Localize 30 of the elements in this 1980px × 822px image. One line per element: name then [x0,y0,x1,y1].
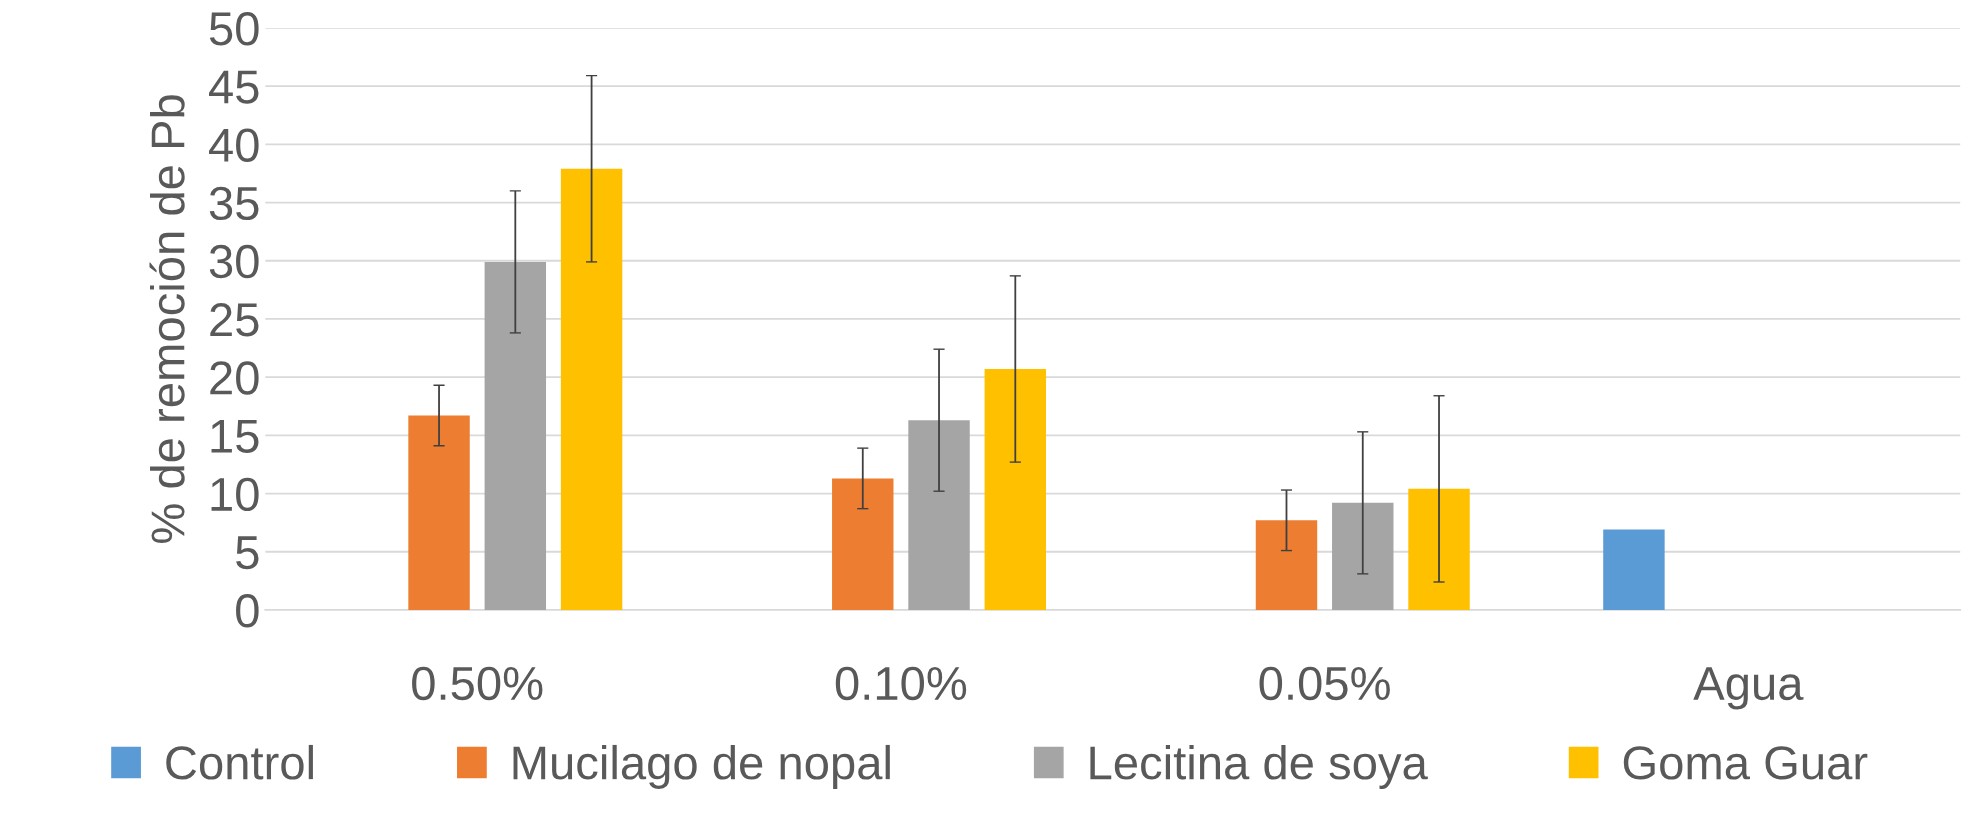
x-tick-label: Agua [1693,667,1804,710]
y-tick-label: 35 [209,186,259,221]
y-tick-label: 30 [209,244,259,279]
y-tick-label: 50 [209,12,259,46]
bar [1255,520,1318,610]
bar [1603,529,1665,610]
y-tick-label: 20 [210,361,259,395]
bar [408,415,470,610]
legend-label: Mucilago de nopal [513,744,890,789]
bar [1332,502,1394,610]
legend-label: Goma Guar [1623,746,1868,780]
y-tick-label: 25 [210,303,259,337]
y-tick-label: 0 [236,594,259,628]
x-tick-label: 0.50% [412,666,543,701]
bar [484,261,547,610]
y-tick-label: 15 [211,419,259,453]
x-tick-label: 0.05% [1259,666,1390,701]
bar [908,420,970,610]
y-tick-label: 10 [211,477,259,512]
y-tick-label: 40 [209,128,259,162]
y-tick-label: 45 [209,70,259,104]
legend-label: Lecitina de soya [1090,744,1428,789]
y-axis-title: % de remoción de Pb [149,95,185,543]
bar [1408,488,1470,610]
y-tick-label: 5 [236,536,259,570]
legend-label: Control [166,744,313,780]
bar [560,168,623,610]
x-tick-label: 0.10% [835,666,967,701]
bar [984,368,1047,610]
bar [832,478,894,610]
